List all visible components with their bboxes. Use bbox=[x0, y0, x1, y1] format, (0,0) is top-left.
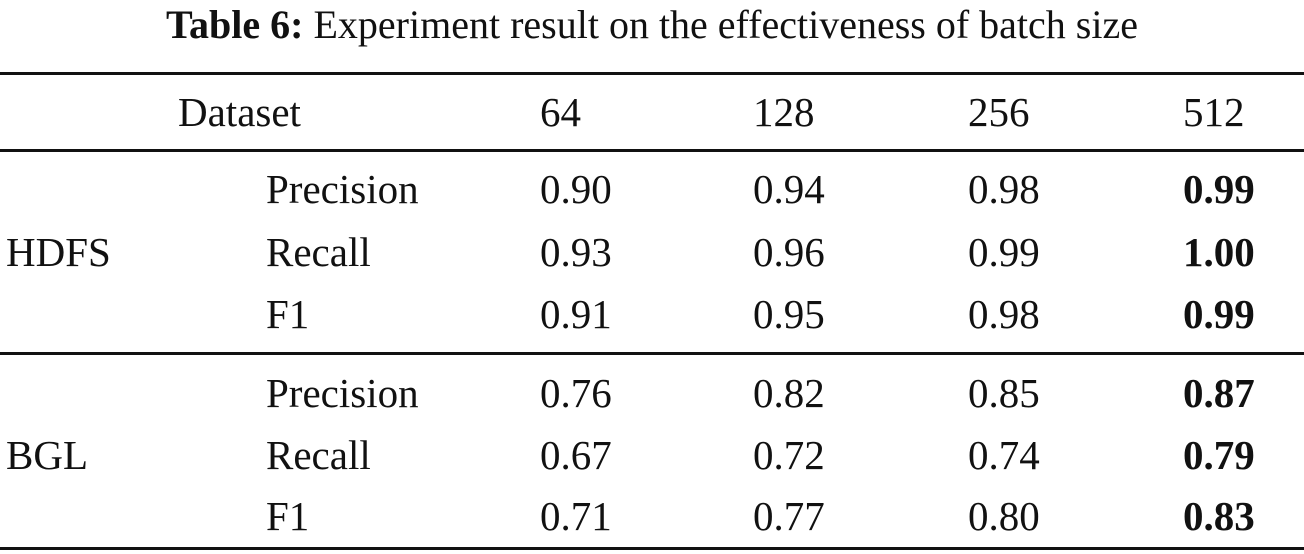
bgl-f1-64: 0.71 bbox=[540, 493, 612, 539]
bgl-recall-64: 0.67 bbox=[540, 432, 612, 478]
hdfs-metric-f1: F1 bbox=[266, 291, 310, 337]
header-rule bbox=[0, 149, 1304, 152]
bgl-precision-64: 0.76 bbox=[540, 370, 612, 416]
bgl-recall-512: 0.79 bbox=[1183, 432, 1255, 478]
bgl-precision-512: 0.87 bbox=[1183, 370, 1255, 416]
hdfs-precision-64: 0.90 bbox=[540, 166, 612, 212]
header-batch-256: 256 bbox=[968, 89, 1030, 135]
top-rule bbox=[0, 72, 1304, 75]
header-batch-512: 512 bbox=[1183, 89, 1245, 135]
table-caption: Table 6: Experiment result on the effect… bbox=[0, 0, 1304, 50]
dataset-hdfs: HDFS bbox=[6, 229, 111, 275]
bgl-f1-256: 0.80 bbox=[968, 493, 1040, 539]
caption-text: Experiment result on the effectiveness o… bbox=[313, 2, 1138, 47]
hdfs-recall-256: 0.99 bbox=[968, 229, 1040, 275]
header-batch-64: 64 bbox=[540, 89, 581, 135]
bgl-f1-128: 0.77 bbox=[753, 493, 825, 539]
hdfs-f1-128: 0.95 bbox=[753, 291, 825, 337]
bgl-metric-recall: Recall bbox=[266, 432, 371, 478]
hdfs-precision-256: 0.98 bbox=[968, 166, 1040, 212]
header-dataset: Dataset bbox=[178, 89, 301, 135]
hdfs-f1-64: 0.91 bbox=[540, 291, 612, 337]
hdfs-precision-128: 0.94 bbox=[753, 166, 825, 212]
hdfs-precision-512: 0.99 bbox=[1183, 166, 1255, 212]
bgl-recall-128: 0.72 bbox=[753, 432, 825, 478]
hdfs-f1-512: 0.99 bbox=[1183, 291, 1255, 337]
header-batch-128: 128 bbox=[753, 89, 815, 135]
hdfs-recall-512: 1.00 bbox=[1183, 229, 1255, 275]
hdfs-recall-128: 0.96 bbox=[753, 229, 825, 275]
hdfs-recall-64: 0.93 bbox=[540, 229, 612, 275]
bgl-precision-128: 0.82 bbox=[753, 370, 825, 416]
dataset-bgl: BGL bbox=[6, 432, 88, 478]
group-rule bbox=[0, 352, 1304, 355]
caption-label: Table 6: bbox=[166, 2, 304, 47]
bgl-metric-f1: F1 bbox=[266, 493, 310, 539]
hdfs-metric-precision: Precision bbox=[266, 166, 419, 212]
bgl-precision-256: 0.85 bbox=[968, 370, 1040, 416]
hdfs-metric-recall: Recall bbox=[266, 229, 371, 275]
bgl-recall-256: 0.74 bbox=[968, 432, 1040, 478]
hdfs-f1-256: 0.98 bbox=[968, 291, 1040, 337]
bgl-f1-512: 0.83 bbox=[1183, 493, 1255, 539]
bgl-metric-precision: Precision bbox=[266, 370, 419, 416]
bottom-rule bbox=[0, 547, 1304, 550]
